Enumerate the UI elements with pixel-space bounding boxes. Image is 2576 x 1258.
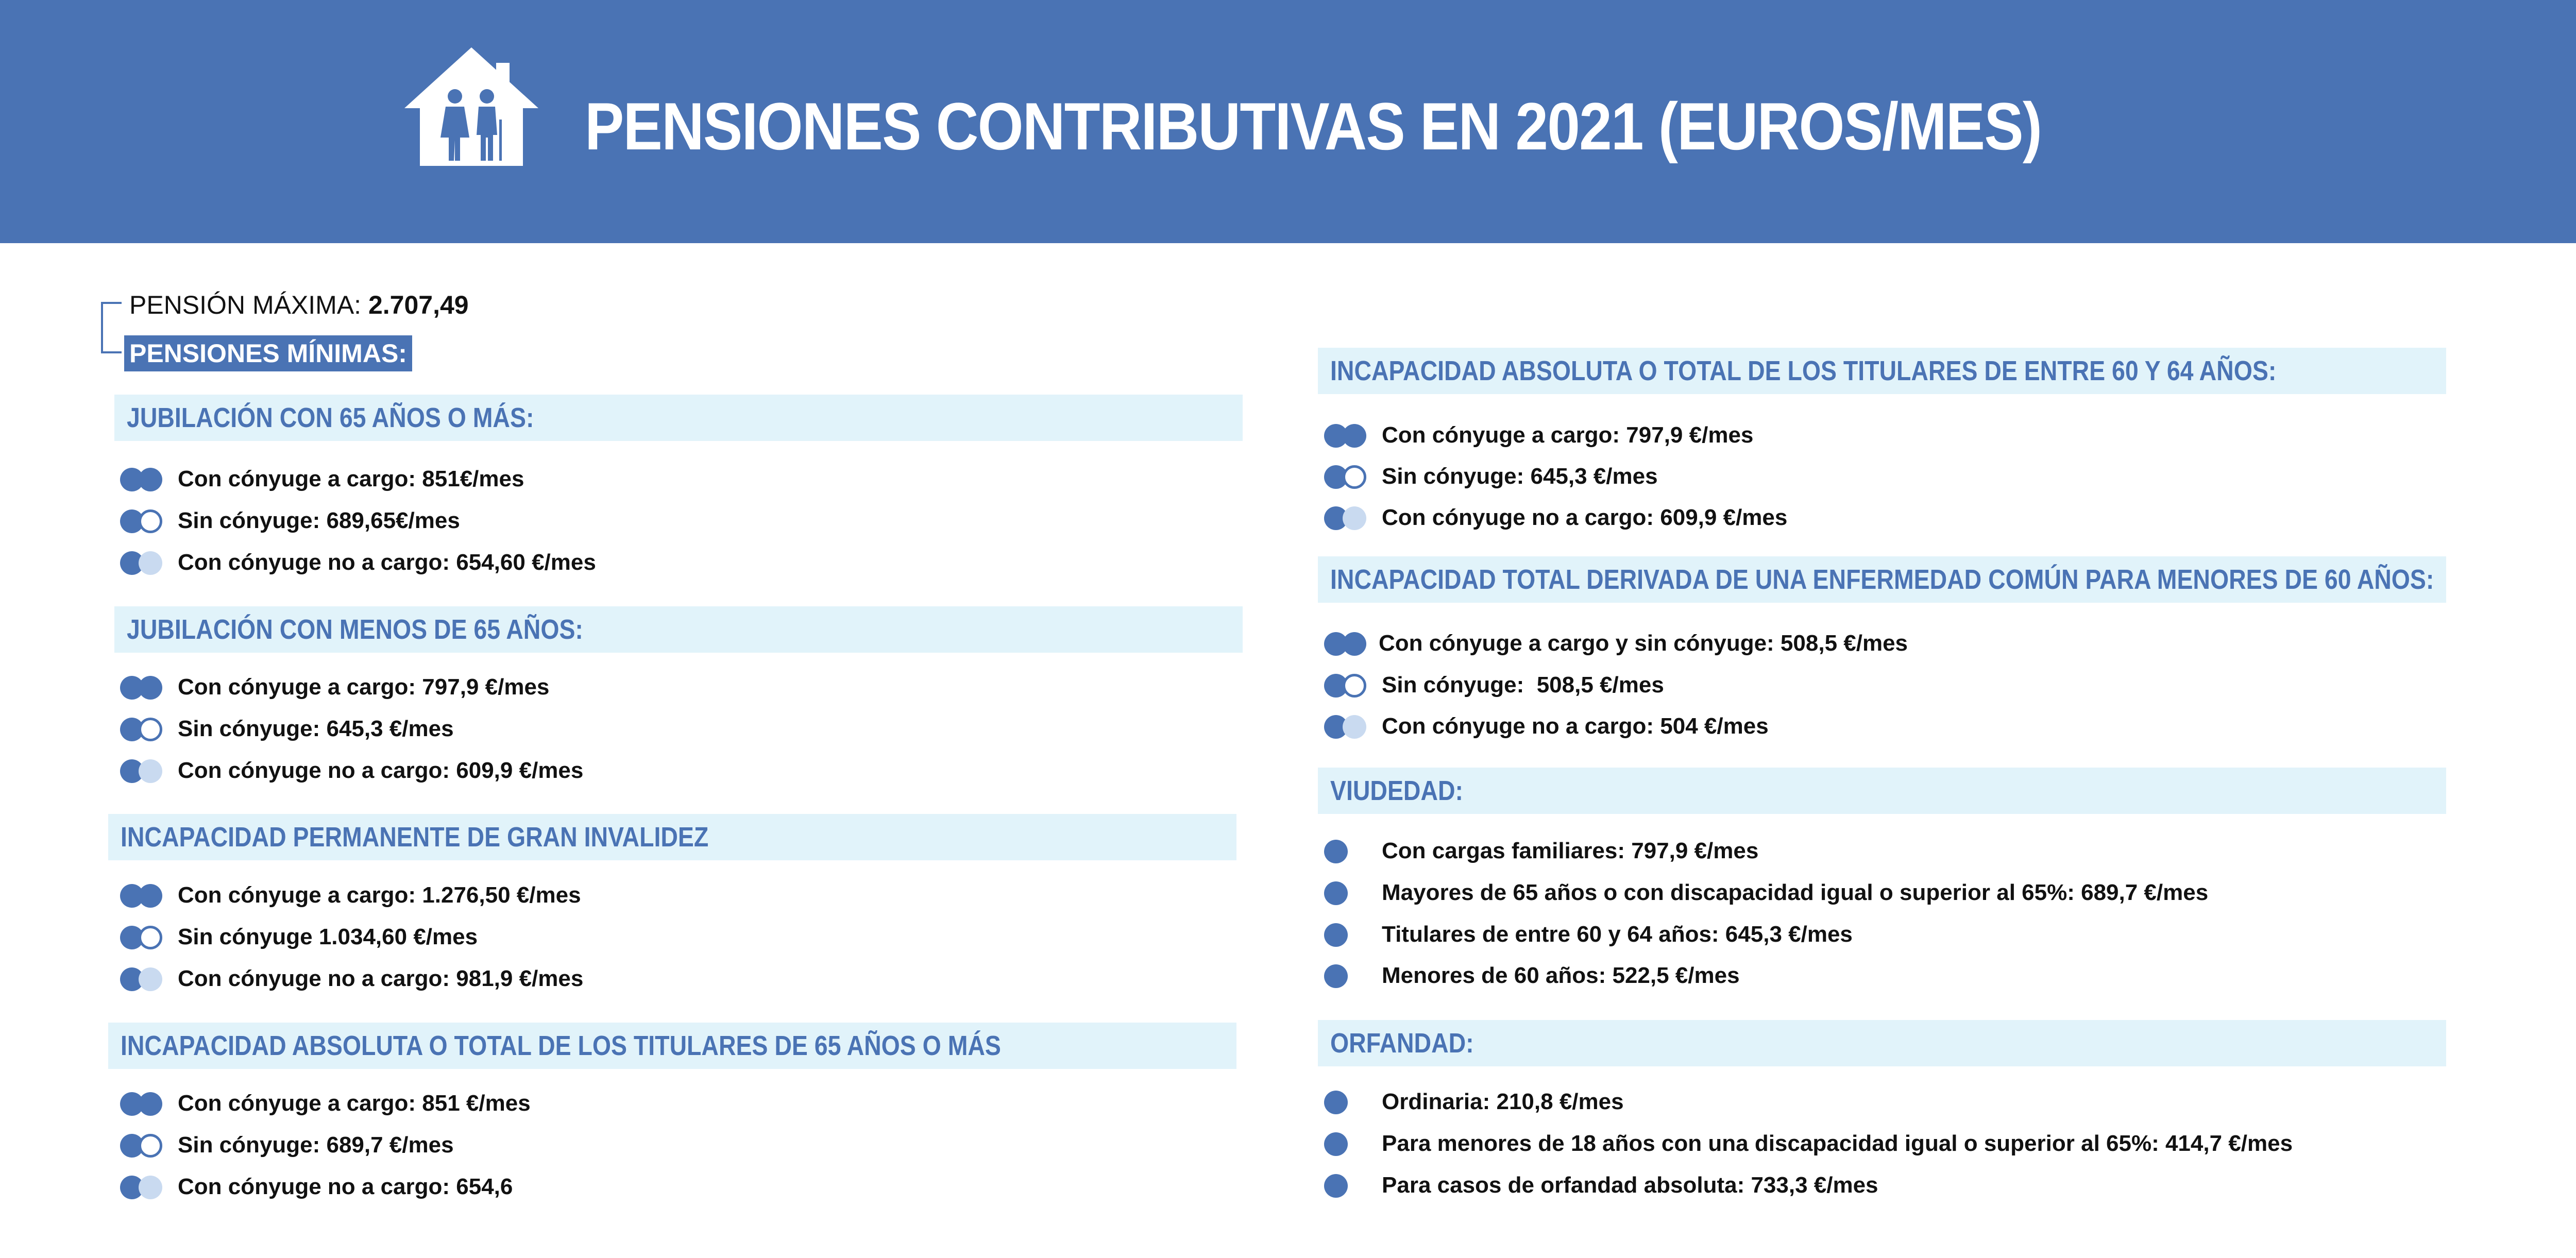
light-dot-icon [120, 551, 172, 576]
section-header: VIUDEDAD: [1318, 768, 2446, 814]
half-dot-icon [1324, 674, 1376, 699]
dot-icon [1324, 881, 1376, 906]
section-header: INCAPACIDAD TOTAL DERIVADA DE UNA ENFERM… [1318, 556, 2446, 603]
light-dot-icon [1324, 506, 1376, 531]
double-dot-icon [1324, 424, 1376, 449]
dot-icon [1324, 840, 1376, 864]
dot-icon [1324, 1091, 1376, 1115]
section-header: JUBILACIÓN CON MENOS DE 65 AÑOS: [114, 606, 1243, 653]
pension-maxima-label: PENSIÓN MÁXIMA: [129, 291, 362, 319]
section-title: VIUDEDAD: [1330, 775, 1464, 806]
section-header: INCAPACIDAD ABSOLUTA O TOTAL DE LOS TITU… [108, 1023, 1236, 1069]
double-dot-icon [120, 468, 172, 492]
dot-icon [1324, 1132, 1376, 1157]
section-title: INCAPACIDAD PERMANENTE DE GRAN INVALIDEZ [121, 822, 709, 853]
half-dot-icon [120, 1134, 172, 1159]
light-dot-icon [120, 759, 172, 784]
dot-icon [1324, 1174, 1376, 1199]
light-dot-icon [120, 967, 172, 992]
section-title: INCAPACIDAD TOTAL DERIVADA DE UNA ENFERM… [1330, 564, 2434, 595]
page-title: PENSIONES CONTRIBUTIVAS EN 2021 (EUROS/M… [585, 89, 2042, 164]
section-title: INCAPACIDAD ABSOLUTA O TOTAL DE LOS TITU… [1330, 355, 2277, 386]
double-dot-icon [120, 884, 172, 909]
section-title: JUBILACIÓN CON 65 AÑOS O MÁS: [127, 402, 534, 433]
section-title: JUBILACIÓN CON MENOS DE 65 AÑOS: [127, 614, 583, 645]
double-dot-icon [1324, 632, 1376, 657]
pension-maxima: PENSIÓN MÁXIMA: 2.707,49 [129, 290, 469, 320]
half-dot-icon [120, 718, 172, 742]
double-dot-icon [120, 676, 172, 701]
dot-icon [1324, 964, 1376, 989]
house-family-icon [404, 47, 538, 166]
half-dot-icon [120, 509, 172, 534]
section-header: JUBILACIÓN CON 65 AÑOS O MÁS: [114, 395, 1243, 441]
light-dot-icon [1324, 715, 1376, 740]
light-dot-icon [120, 1176, 172, 1200]
pension-maxima-value: 2.707,49 [368, 291, 469, 319]
header-banner: PENSIONES CONTRIBUTIVAS EN 2021 (EUROS/M… [0, 0, 2576, 243]
section-header: INCAPACIDAD ABSOLUTA O TOTAL DE LOS TITU… [1318, 348, 2446, 394]
section-title: ORFANDAD: [1330, 1028, 1474, 1059]
double-dot-icon [120, 1092, 172, 1117]
half-dot-icon [120, 926, 172, 950]
bracket-decoration [101, 302, 122, 353]
section-title: INCAPACIDAD ABSOLUTA O TOTAL DE LOS TITU… [121, 1030, 1001, 1061]
section-header: INCAPACIDAD PERMANENTE DE GRAN INVALIDEZ [108, 814, 1236, 860]
pensiones-minimas-label: PENSIONES MÍNIMAS: [124, 335, 412, 371]
section-header: ORFANDAD: [1318, 1020, 2446, 1066]
dot-icon [1324, 923, 1376, 948]
half-dot-icon [1324, 465, 1376, 490]
